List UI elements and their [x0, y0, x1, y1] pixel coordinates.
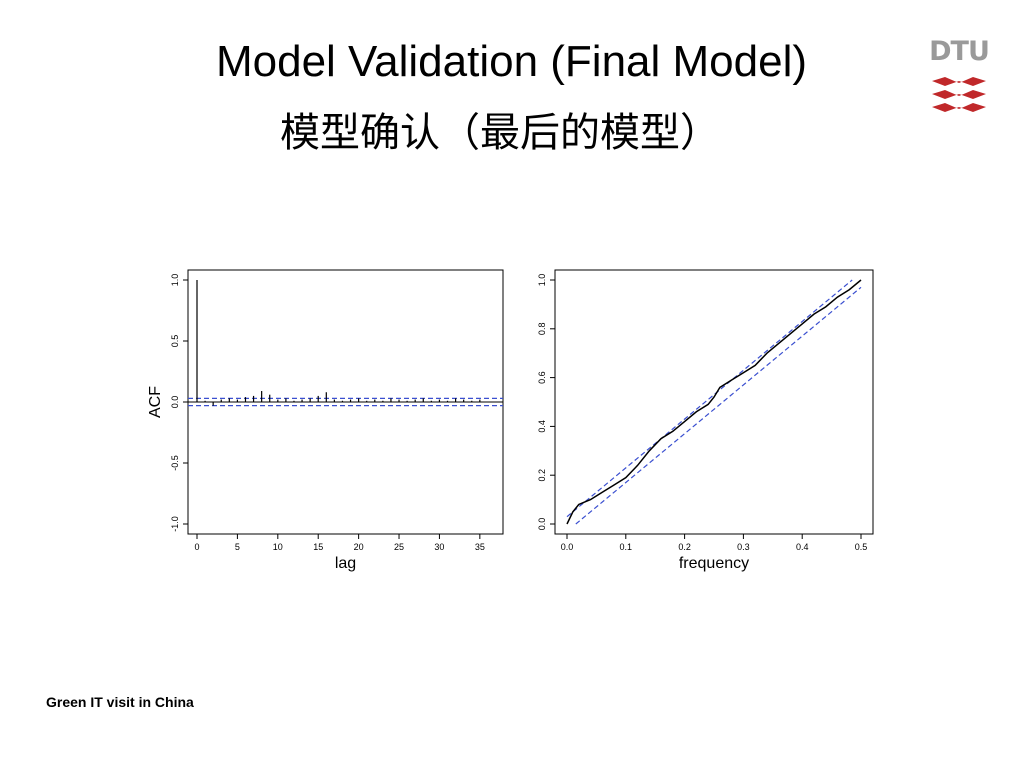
y-tick-label: -1.0 [170, 516, 180, 532]
y-tick-label: 0.2 [537, 469, 547, 482]
x-tick-label: 0.5 [855, 542, 868, 552]
x-tick-label: 0.4 [796, 542, 809, 552]
cp-plot-frame [554, 269, 874, 535]
x-tick-label: 15 [313, 542, 323, 552]
x-axis-label: lag [335, 555, 356, 572]
y-tick-label: 0.6 [537, 371, 547, 384]
cumulative-periodogram-line [566, 279, 862, 525]
x-tick-label: 20 [354, 542, 364, 552]
footer-text: Green IT visit in China [46, 694, 194, 710]
logo-text: DTU [929, 36, 990, 67]
acf-chart: 0 5 10 15 20 25 30 35 -1.0 -0.5 0.0 0.5 1.0 lag ACF [147, 269, 504, 572]
x-tick-label: 0.0 [561, 542, 574, 552]
x-tick-label: 10 [273, 542, 283, 552]
lower-band-line [575, 286, 862, 525]
y-tick-label: 0.0 [537, 518, 547, 531]
slide-title-english: Model Validation (Final Model) [215, 37, 807, 86]
x-tick-label: 30 [434, 542, 444, 552]
cumulative-periodogram-chart: 0.0 0.1 0.2 0.3 0.4 0.5 0.0 0.2 0.4 0.6 0.8 1.0 freq… [537, 269, 874, 572]
x-tick-label: 0.2 [678, 542, 691, 552]
y-tick-label: 0.0 [170, 396, 180, 409]
logo-waves-icon [932, 77, 986, 112]
x-tick-label: 35 [475, 542, 485, 552]
x-tick-label: 0.3 [737, 542, 750, 552]
upper-band-line [566, 279, 853, 518]
x-tick-label: 0.1 [620, 542, 633, 552]
y-tick-label: 1.0 [170, 274, 180, 287]
y-axis-label: ACF [147, 386, 164, 418]
y-tick-label: 1.0 [537, 274, 547, 287]
y-tick-label: 0.4 [537, 420, 547, 433]
slide-title-chinese: 模型确认（最后的模型） [280, 110, 720, 156]
y-tick-label: 0.8 [537, 323, 547, 336]
x-tick-label: 25 [394, 542, 404, 552]
y-tick-label: 0.5 [170, 335, 180, 348]
figure-panels: 0 5 10 15 20 25 30 35 -1.0 -0.5 0.0 0.5 1.0 lag ACF 0.… [147, 269, 874, 572]
x-tick-label: 5 [235, 542, 240, 552]
x-tick-label: 0 [194, 542, 199, 552]
dtu-logo: DTU [929, 36, 990, 116]
y-tick-label: -0.5 [170, 455, 180, 471]
x-axis-label: frequency [679, 555, 749, 572]
